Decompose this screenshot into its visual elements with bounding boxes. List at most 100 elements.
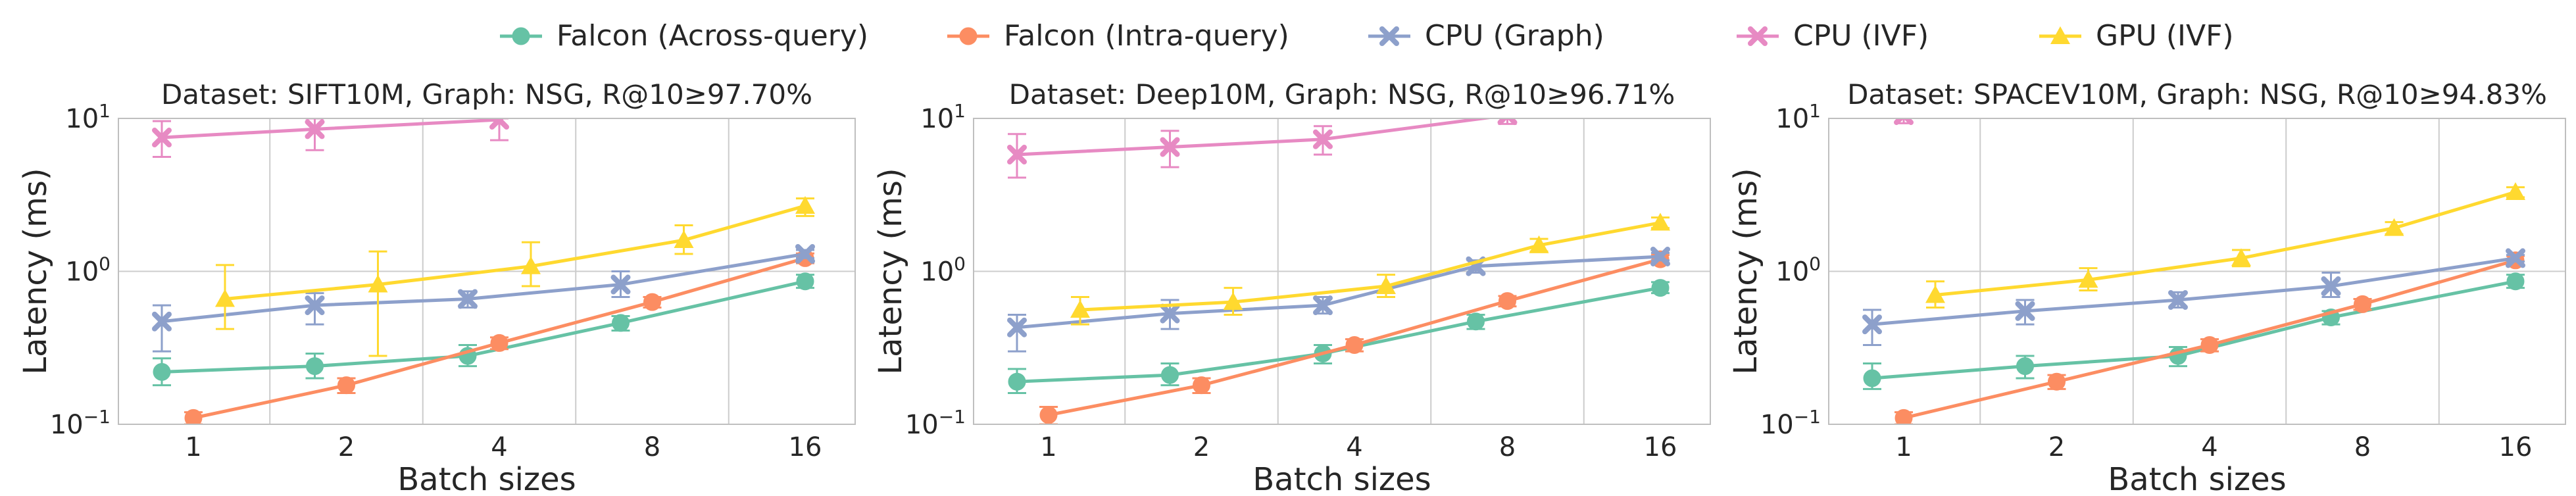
- legend-label: CPU (Graph): [1425, 19, 1604, 53]
- data-point: [489, 118, 509, 130]
- data-point: [2015, 301, 2035, 321]
- x-tick-label: 4: [491, 432, 507, 462]
- data-point: [305, 119, 325, 139]
- data-point: [1070, 300, 1090, 318]
- x-tick-label: 2: [2048, 432, 2065, 462]
- data-point: [215, 289, 235, 307]
- legend-marker: [1748, 26, 1768, 46]
- data-point: [2168, 289, 2188, 310]
- series-cpu-graph: [152, 244, 815, 353]
- data-point: [1529, 235, 1549, 253]
- legend-label: GPU (IVF): [2096, 19, 2234, 53]
- y-axis-label: Latency (ms): [872, 168, 909, 374]
- series-line: [1016, 118, 1496, 157]
- series-gpu-ivf: [1070, 212, 1670, 326]
- plot-series: [1007, 118, 1670, 424]
- legend-label: Falcon (Across-query): [557, 19, 868, 53]
- x-tick-label: 16: [1644, 432, 1677, 462]
- plot-series: [1862, 118, 2525, 424]
- axes-frame: [118, 118, 856, 425]
- legend-marker: [1379, 26, 1399, 46]
- data-point: [1894, 118, 1914, 126]
- chart-title: Dataset: SIFT10M, Graph: NSG, R@10≥97.70…: [161, 78, 812, 111]
- error-bar: [368, 250, 387, 357]
- data-point: [305, 295, 325, 316]
- data-point: [1651, 279, 1670, 297]
- error-bar: [305, 118, 324, 151]
- data-point: [1862, 314, 1882, 335]
- data-point: [674, 230, 694, 249]
- data-point: [1007, 317, 1027, 337]
- axes-frame: [1828, 118, 2566, 425]
- series-cpu-ivf: [1894, 118, 1914, 126]
- x-tick-label: 1: [1040, 432, 1056, 462]
- legend: Falcon (Across-query) Falcon (Intra-query…: [500, 19, 2234, 53]
- y-tick-label: 100: [920, 253, 966, 287]
- data-point: [795, 244, 815, 264]
- data-point: [306, 357, 324, 376]
- x-tick-label: 1: [1895, 432, 1912, 462]
- data-point: [1039, 406, 1058, 424]
- x-axis-label: Batch sizes: [1252, 461, 1431, 496]
- series-cpu-graph: [1007, 246, 1670, 353]
- axes-frame: [973, 118, 1711, 425]
- y-tick-label: 10−1: [50, 406, 111, 441]
- y-tick-label: 100: [1775, 253, 1821, 287]
- data-point: [2231, 248, 2251, 266]
- x-tick-label: 8: [1499, 432, 1516, 462]
- series-cpu-ivf: [152, 118, 509, 159]
- legend-item-gpu-ivf: GPU (IVF): [2039, 19, 2234, 53]
- plot-series: [152, 118, 815, 424]
- y-tick-label: 10−1: [1760, 406, 1821, 441]
- data-point: [1160, 303, 1180, 324]
- data-point: [2321, 276, 2341, 297]
- series-gpu-ivf: [215, 195, 815, 357]
- y-tick-label: 101: [65, 100, 111, 135]
- data-point: [2506, 272, 2525, 291]
- data-point: [152, 128, 172, 148]
- x-tick-label: 2: [1193, 432, 1210, 462]
- x-tick-label: 4: [2201, 432, 2217, 462]
- x-tick-label: 8: [644, 432, 660, 462]
- error-bar: [1008, 314, 1026, 353]
- data-point: [1376, 276, 1396, 295]
- chart-title: Dataset: Deep10M, Graph: NSG, R@10≥96.71…: [1009, 78, 1675, 111]
- legend-label: Falcon (Intra-query): [1004, 19, 1289, 53]
- data-point: [643, 293, 661, 311]
- data-point: [1497, 118, 1518, 126]
- data-point: [610, 274, 631, 295]
- series-cpu-ivf: [1007, 118, 1518, 179]
- data-point: [1467, 312, 1485, 331]
- data-point: [2048, 372, 2066, 391]
- data-point: [1313, 295, 1333, 316]
- grid: [1829, 118, 2565, 424]
- data-point: [1223, 292, 1243, 310]
- data-point: [2384, 218, 2404, 236]
- legend-marker: [2050, 26, 2070, 44]
- series-falcon-intra-query: [1039, 250, 1670, 424]
- legend-marker: [959, 27, 978, 45]
- series-falcon-across-query: [153, 272, 814, 387]
- data-point: [2078, 270, 2098, 288]
- data-point: [152, 311, 172, 332]
- chart-panel-1: Dataset: SIFT10M, Graph: NSG, R@10≥97.70…: [17, 78, 856, 496]
- data-point: [1925, 285, 1945, 303]
- series-gpu-ivf: [1925, 182, 2525, 309]
- x-axis-label: Batch sizes: [397, 461, 576, 496]
- legend-item-falcon-across-query: Falcon (Across-query): [500, 19, 868, 53]
- grid: [974, 118, 1710, 424]
- data-point: [1193, 376, 1210, 395]
- data-point: [153, 362, 171, 381]
- data-point: [1313, 129, 1333, 149]
- x-tick-label: 2: [338, 432, 355, 462]
- data-point: [2354, 295, 2371, 313]
- data-point: [2200, 335, 2219, 354]
- data-point: [2016, 357, 2034, 376]
- data-point: [796, 272, 814, 291]
- data-point: [1499, 292, 1516, 310]
- data-point: [1345, 335, 1364, 354]
- legend-marker: [512, 27, 530, 45]
- data-point: [337, 376, 355, 395]
- data-point: [1650, 246, 1670, 266]
